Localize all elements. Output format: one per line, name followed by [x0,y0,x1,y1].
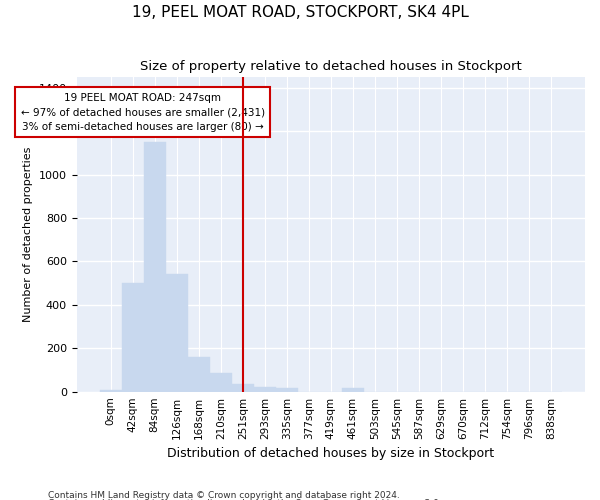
Bar [232,384,254,392]
Bar [122,283,144,392]
Text: Contains HM Land Registry data © Crown copyright and database right 2024.: Contains HM Land Registry data © Crown c… [48,490,400,500]
Text: Contains public sector information licensed under the Open Government Licence v3: Contains public sector information licen… [48,499,442,500]
Bar [254,387,276,392]
Title: Size of property relative to detached houses in Stockport: Size of property relative to detached ho… [140,60,521,73]
Bar [100,390,122,392]
Bar [188,357,210,392]
X-axis label: Distribution of detached houses by size in Stockport: Distribution of detached houses by size … [167,447,494,460]
Bar [144,142,166,392]
Bar [166,274,188,392]
Bar [276,388,298,392]
Bar [342,388,364,392]
Text: 19, PEEL MOAT ROAD, STOCKPORT, SK4 4PL: 19, PEEL MOAT ROAD, STOCKPORT, SK4 4PL [131,5,469,20]
Bar [210,373,232,392]
Text: 19 PEEL MOAT ROAD: 247sqm
← 97% of detached houses are smaller (2,431)
3% of sem: 19 PEEL MOAT ROAD: 247sqm ← 97% of detac… [20,92,265,132]
Y-axis label: Number of detached properties: Number of detached properties [23,146,33,322]
